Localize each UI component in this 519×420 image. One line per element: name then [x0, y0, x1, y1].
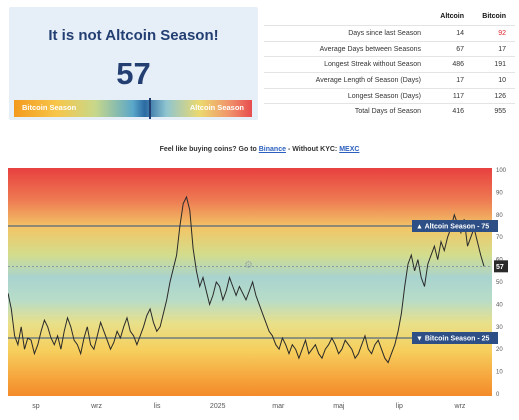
- gauge-altcoin-label: Altcoin Season: [189, 103, 244, 112]
- altcoin-index-line: [8, 195, 485, 364]
- promo-middle: - Without KYC:: [287, 146, 338, 153]
- y-tick-label: 30: [496, 325, 503, 331]
- table-row: Longest Season (Days) 117 126: [264, 87, 515, 104]
- threshold-badge: [412, 332, 498, 344]
- promo-prefix: Feel like buying coins? Go to: [159, 146, 257, 153]
- row-altcoin-value: 416: [452, 108, 464, 116]
- y-tick-label: 50: [496, 280, 503, 286]
- mexc-link[interactable]: MEXC: [339, 146, 360, 153]
- promo-line: Feel like buying coins? Go to Binance - …: [0, 146, 519, 153]
- y-tick-label: 80: [496, 213, 503, 219]
- header-bitcoin: Bitcoin: [482, 12, 506, 20]
- x-tick-label: mar: [272, 403, 285, 410]
- threshold-badge-label: ▲ Altcoin Season - 75: [416, 224, 489, 231]
- gauge-marker: [148, 98, 151, 119]
- gauge-bitcoin-label: Bitcoin Season: [22, 103, 77, 112]
- header-altcoin: Altcoin: [440, 12, 464, 20]
- x-tick-label: maj: [333, 403, 345, 410]
- x-tick-label: wrz: [454, 403, 466, 410]
- y-tick-label: 70: [496, 235, 503, 241]
- season-stats-table: Altcoin Bitcoin Days since last Season 1…: [264, 7, 515, 120]
- x-tick-label: lis: [154, 403, 161, 410]
- table-row: Days since last Season 14 92: [264, 25, 515, 41]
- threshold-badge: [412, 220, 498, 232]
- threshold-badge-label: ▼ Bitcoin Season - 25: [416, 336, 490, 343]
- x-tick-label: sp: [32, 403, 40, 410]
- table-row: Average Length of Season (Days) 17 10: [264, 72, 515, 88]
- season-index-value: 57: [116, 56, 151, 91]
- altcoin-season-card: It is not Altcoin Season! 57 Bitcoin Sea…: [9, 7, 258, 120]
- row-bitcoin-value: 955: [494, 108, 506, 116]
- row-label: Average Length of Season (Days): [315, 76, 421, 84]
- row-label: Longest Streak without Season: [324, 61, 421, 69]
- row-altcoin-value: 117: [452, 92, 464, 100]
- current-value-label: 57: [496, 264, 504, 271]
- row-bitcoin-value: 10: [498, 76, 506, 84]
- table-row: Total Days of Season 416 955: [264, 103, 515, 119]
- y-tick-label: 20: [496, 347, 503, 353]
- row-label: Longest Season (Days): [347, 92, 421, 100]
- y-tick-label: 40: [496, 302, 503, 308]
- row-bitcoin-value: 92: [498, 29, 506, 37]
- row-bitcoin-value: 191: [494, 61, 506, 69]
- row-label: Average Days between Seasons: [319, 45, 421, 53]
- table-header-row: Altcoin Bitcoin: [264, 7, 515, 25]
- row-bitcoin-value: 126: [494, 92, 506, 100]
- season-gauge-bar: [14, 100, 252, 117]
- table-row: Average Days between Seasons 67 17: [264, 40, 515, 57]
- row-altcoin-value: 14: [456, 29, 464, 37]
- row-altcoin-value: 17: [456, 76, 464, 84]
- chart-canvas: ⚙ 0102030405060708090100 spwrzlis2025mar…: [8, 168, 508, 410]
- altcoin-season-chart: ⚙ 0102030405060708090100 spwrzlis2025mar…: [8, 164, 514, 418]
- row-altcoin-value: 67: [456, 45, 464, 53]
- chart-watermark: ⚙: [244, 260, 253, 271]
- binance-link[interactable]: Binance: [258, 146, 286, 153]
- current-value-badge: [494, 260, 508, 273]
- y-tick-label: 0: [496, 392, 500, 398]
- season-status-title: It is not Altcoin Season!: [48, 27, 219, 44]
- chart-background: [8, 168, 492, 396]
- y-tick-label: 100: [496, 168, 507, 174]
- row-bitcoin-value: 17: [498, 45, 506, 53]
- y-tick-label: 10: [496, 370, 503, 376]
- row-altcoin-value: 486: [452, 61, 464, 69]
- row-label: Total Days of Season: [354, 108, 421, 116]
- table-row: Longest Streak without Season 486 191: [264, 56, 515, 72]
- row-label: Days since last Season: [348, 29, 421, 37]
- y-tick-label: 90: [496, 190, 503, 196]
- x-tick-label: lip: [396, 403, 403, 410]
- x-tick-label: 2025: [210, 403, 226, 410]
- x-tick-label: wrz: [90, 403, 102, 410]
